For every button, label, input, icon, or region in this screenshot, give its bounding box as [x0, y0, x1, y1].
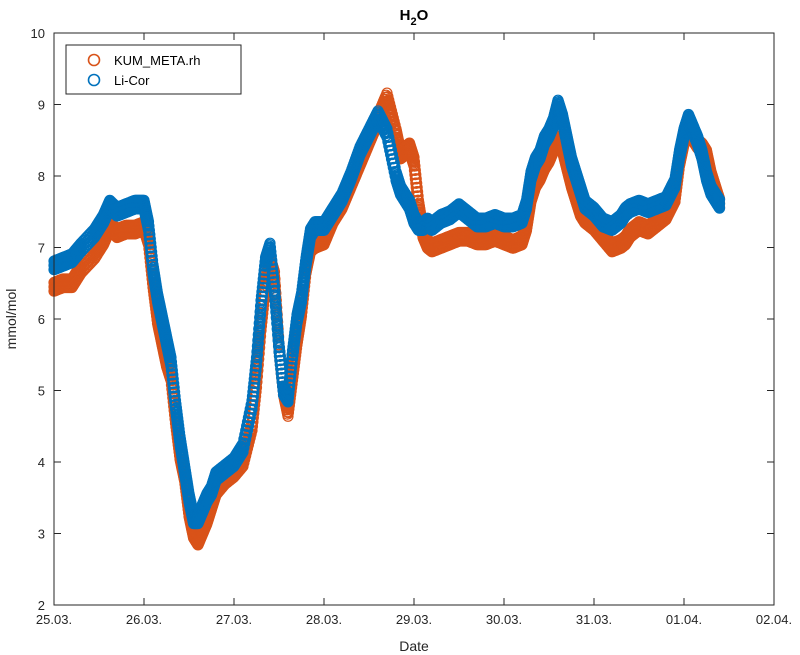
data-point — [282, 407, 295, 419]
data-point — [412, 186, 424, 198]
data-point — [409, 164, 421, 176]
data-point — [408, 156, 421, 168]
data-point — [410, 173, 422, 185]
data-point — [282, 410, 294, 422]
data-point — [409, 160, 421, 172]
data-point — [411, 177, 423, 189]
data-point — [408, 151, 420, 164]
series-layer — [48, 87, 726, 551]
data-point — [411, 181, 423, 194]
plot-background — [54, 33, 774, 605]
data-point — [410, 168, 422, 181]
